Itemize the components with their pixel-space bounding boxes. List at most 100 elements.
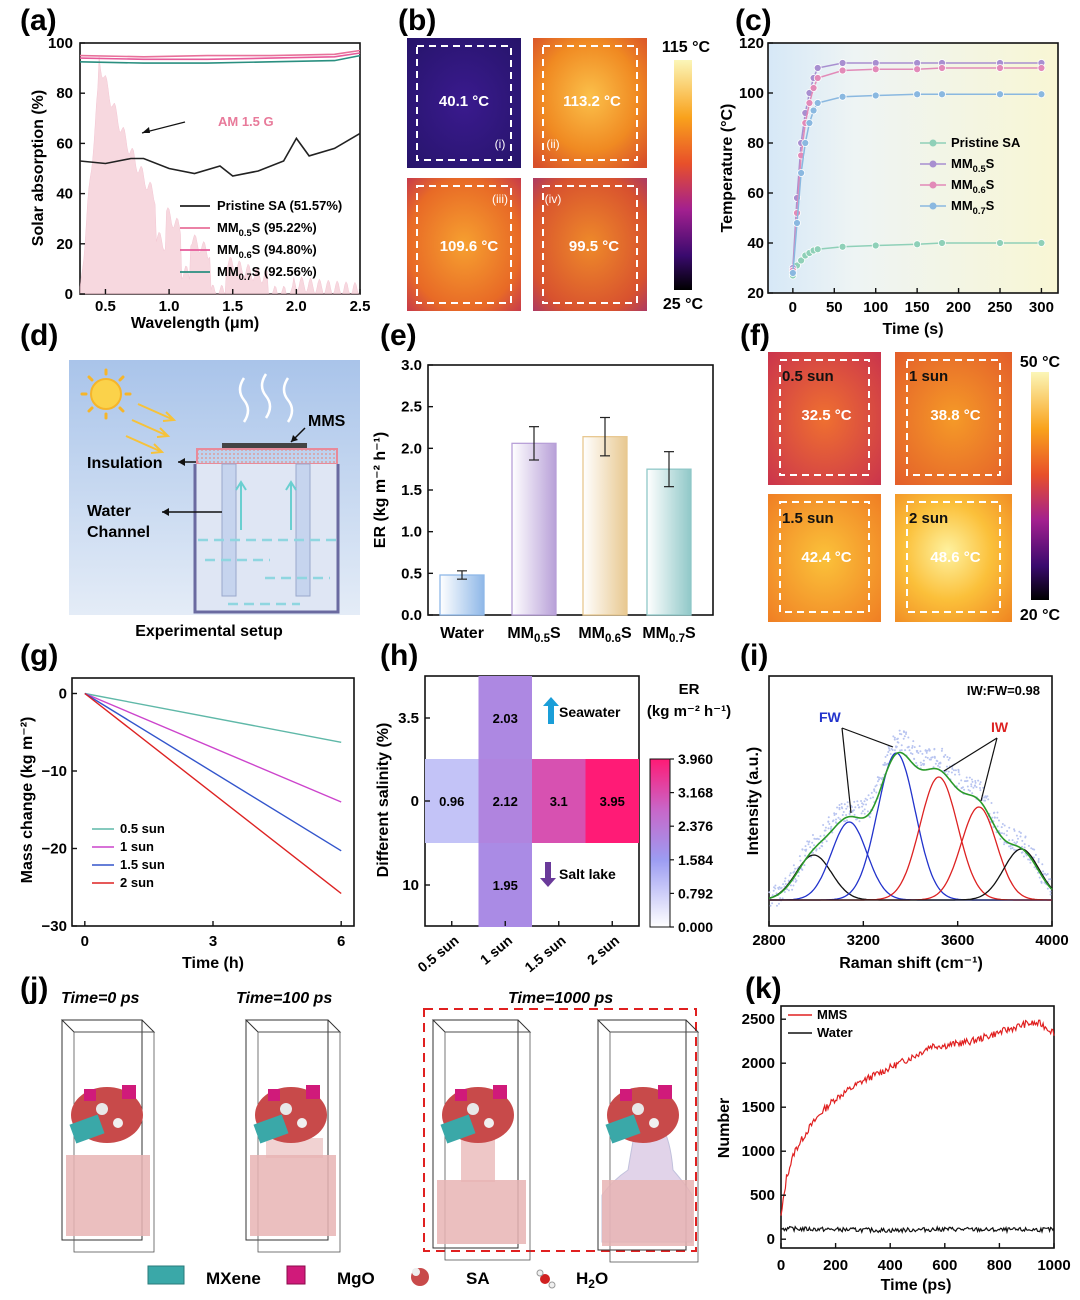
cell-value: 3.1 (550, 794, 568, 809)
raw-point (778, 886, 781, 889)
sample-outline (416, 185, 512, 304)
series-line-g_15 (84, 692, 342, 852)
raw-point (937, 764, 940, 767)
raw-point (875, 784, 878, 787)
raw-point (931, 756, 934, 759)
panel-f-thermal-sun-levels: 0.5 sun 32.5 °C 1 sun 38.8 °C 1.5 sun 42.4 °C… (768, 352, 1061, 624)
mxene-sheet (440, 1114, 476, 1144)
x-category-label-suffix: S (621, 625, 632, 642)
raw-point (903, 735, 906, 738)
x-tick-label: 1000 (1037, 1257, 1070, 1274)
raw-point (922, 759, 925, 762)
raw-point (845, 814, 848, 817)
raw-point (986, 795, 989, 798)
x-tick-label: 0 (789, 299, 797, 316)
raw-point (1029, 861, 1032, 864)
legend-entry-prefix: MM (217, 242, 239, 257)
colorbar-tick-label: 0.792 (678, 885, 713, 901)
raw-point (893, 736, 896, 739)
series-point-c_mm06 (1037, 64, 1046, 72)
raw-point (1000, 832, 1003, 835)
mgo-icon (286, 1265, 306, 1285)
raw-point (830, 825, 833, 828)
bar (582, 436, 628, 616)
raw-point (827, 816, 830, 819)
raw-point (1040, 881, 1043, 884)
raw-point (805, 848, 808, 851)
raw-point (793, 870, 796, 873)
raw-point (863, 800, 866, 803)
sample-outline (542, 45, 638, 161)
thermal-image (895, 494, 1012, 622)
series-point-c_mm07 (805, 119, 814, 127)
raw-point (926, 756, 929, 759)
raw-point (996, 811, 999, 814)
legend-entry: MXene (206, 1269, 261, 1288)
raw-point (922, 763, 925, 766)
raw-point (841, 813, 844, 816)
raw-point (838, 804, 841, 807)
raw-point (821, 841, 824, 844)
axes-frame (780, 1005, 1055, 1249)
raw-point (797, 874, 800, 877)
raw-point (769, 904, 772, 907)
raw-point (974, 780, 977, 783)
x-category-label-prefix: MM (578, 625, 605, 642)
raw-point (909, 752, 912, 755)
raw-point (1032, 856, 1035, 859)
raw-point (1009, 847, 1012, 850)
raw-point (833, 812, 836, 815)
raw-point (862, 803, 865, 806)
series-point-c_mm06 (938, 64, 946, 72)
raw-point (846, 801, 849, 804)
x-tick-label: 50 (826, 299, 843, 316)
raw-point (1038, 876, 1041, 879)
raw-point (823, 834, 826, 837)
molecular-cluster (69, 1085, 143, 1144)
box-front (245, 1019, 329, 1241)
raw-point (789, 884, 792, 887)
sun-level-label: 2 sun (909, 510, 948, 527)
series-point-c_pristine (871, 241, 880, 250)
raw-point (1049, 878, 1052, 881)
raw-point (1008, 839, 1011, 842)
panel-label: (f) (740, 319, 770, 352)
raw-point (965, 776, 968, 779)
raw-point (873, 788, 876, 791)
annotation-arrows (841, 727, 998, 814)
sa-atoms (467, 1103, 479, 1115)
y-tick-label: 80 (747, 135, 764, 152)
raw-point (1049, 893, 1052, 896)
raw-point (873, 789, 876, 792)
y-tick-label: 1.0 (401, 524, 422, 541)
heatmap-cell (478, 676, 532, 760)
raw-point (1016, 840, 1019, 843)
am15-fill (79, 56, 360, 295)
raw-point (840, 806, 843, 809)
mxene-icon (147, 1265, 185, 1285)
raw-point (809, 846, 812, 849)
x-tick-label: 3600 (941, 932, 974, 949)
heatmap-cell (425, 759, 479, 843)
y-tick-label: 1000 (742, 1143, 775, 1160)
raw-point (1046, 887, 1049, 890)
y-tick-label: 2500 (742, 1011, 775, 1028)
raw-point (987, 798, 990, 801)
box-back (609, 1031, 699, 1263)
raw-point (1003, 843, 1006, 846)
raw-point (970, 785, 973, 788)
raw-point (968, 776, 971, 779)
legend-entry: MM0.6S (951, 177, 995, 195)
raw-point (792, 864, 795, 867)
bar (439, 574, 485, 616)
legend-entry-sub: 0.5 (973, 164, 986, 174)
molecular-cluster (253, 1085, 327, 1144)
x-tick-label: 250 (987, 299, 1012, 316)
panel-label: (c) (735, 4, 772, 37)
raw-point (799, 859, 802, 862)
raw-point (779, 897, 782, 900)
legend-entry: Pristine SA (951, 135, 1021, 150)
raw-point (891, 748, 894, 751)
raw-point (865, 803, 868, 806)
raw-point (900, 744, 903, 747)
